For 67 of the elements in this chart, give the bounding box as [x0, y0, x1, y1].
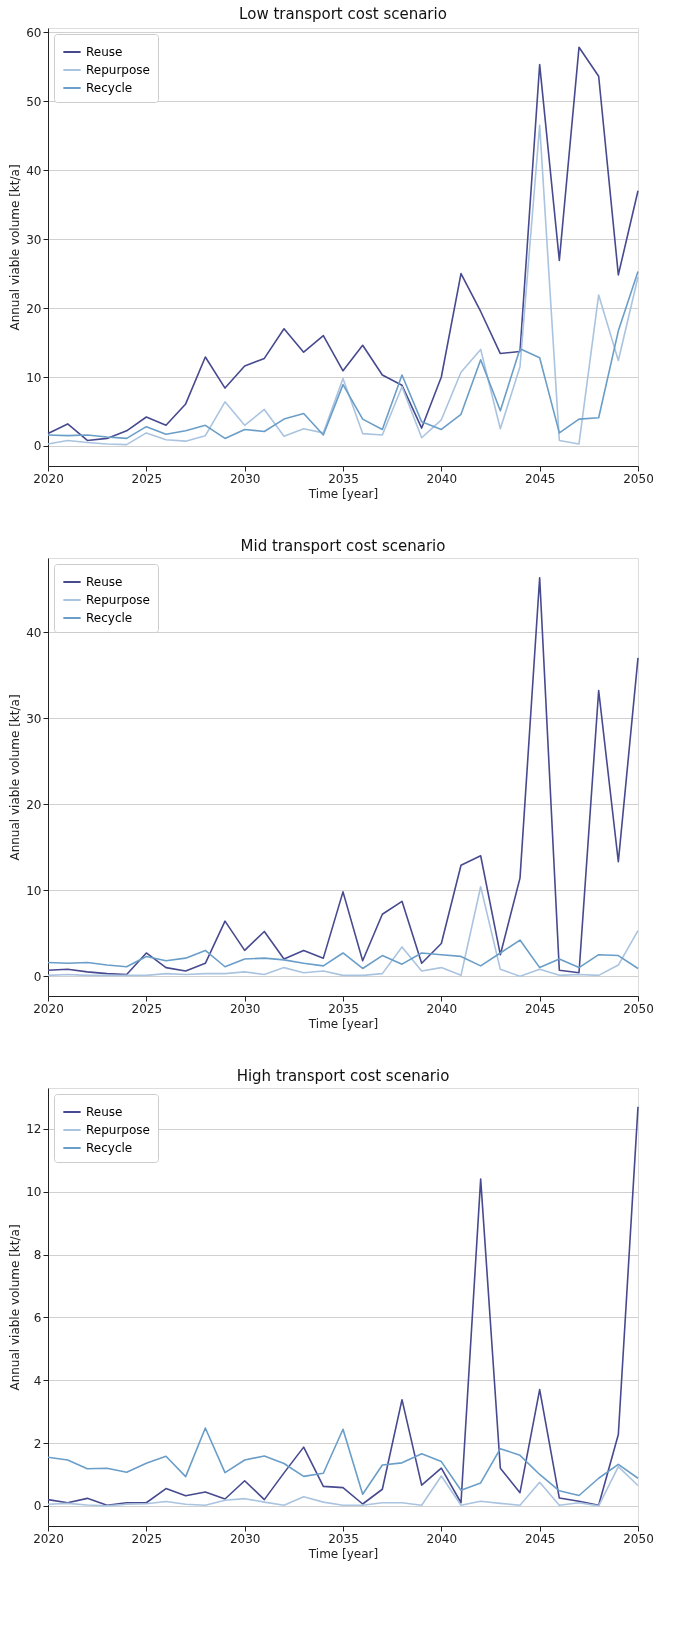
x-tick-label: 2040 [426, 1531, 458, 1546]
line-series [47, 576, 639, 976]
y-tick-label: 6 [33, 1310, 42, 1325]
y-tick-label: 0 [33, 439, 42, 454]
line-series [47, 1106, 639, 1507]
x-axis-title: Time [year] [307, 1016, 379, 1031]
y-tick-label: 0 [33, 969, 42, 984]
y-tick-label: 40 [26, 163, 42, 178]
x-axis-title: Time [year] [307, 1546, 379, 1561]
line-series [47, 46, 639, 442]
x-tick-label: 2025 [131, 471, 163, 486]
y-tick-label: 60 [26, 25, 42, 40]
x-tick-label: 2030 [229, 471, 261, 486]
legend-label: Reuse [86, 575, 123, 589]
y-tick-label: 0 [33, 1499, 42, 1514]
x-tick-label: 2050 [623, 471, 654, 486]
x-axis-title: Time [year] [307, 486, 379, 501]
x-tick-label: 2045 [524, 1531, 556, 1546]
y-tick-label: 30 [26, 711, 42, 726]
y-tick-label: 20 [26, 797, 42, 812]
line-series [47, 124, 639, 446]
legend-label: Repurpose [86, 593, 150, 607]
legend-label: Recycle [86, 611, 133, 625]
x-tick-label: 2020 [33, 1531, 64, 1546]
x-tick-label: 2030 [229, 1001, 261, 1016]
line-series [47, 1427, 639, 1497]
legend-label: Repurpose [86, 1123, 150, 1137]
y-axis-title: Annual viable volume [kt/a] [8, 694, 23, 861]
x-tick-label: 2025 [131, 1531, 163, 1546]
y-tick-label: 30 [26, 232, 42, 247]
legend-label: Recycle [86, 1141, 133, 1155]
y-axis-title: Annual viable volume [kt/a] [8, 1224, 23, 1391]
y-tick-label: 12 [26, 1122, 42, 1137]
x-tick-label: 2030 [229, 1531, 261, 1546]
x-tick-label: 2045 [524, 471, 556, 486]
x-tick-label: 2040 [426, 1001, 458, 1016]
legend-label: Recycle [86, 81, 133, 95]
y-tick-label: 40 [26, 625, 42, 640]
y-tick-label: 8 [33, 1248, 42, 1263]
y-tick-label: 10 [26, 1185, 42, 1200]
x-tick-label: 2035 [328, 1001, 359, 1016]
x-tick-label: 2040 [426, 471, 458, 486]
chart-title: High transport cost scenario [236, 1067, 450, 1085]
y-tick-label: 10 [26, 883, 42, 898]
chart-title: Low transport cost scenario [239, 5, 447, 24]
y-tick-label: 20 [26, 301, 42, 316]
y-tick-label: 50 [26, 94, 42, 109]
x-tick-label: 2050 [623, 1531, 654, 1546]
x-tick-label: 2050 [623, 1001, 654, 1016]
x-tick-label: 2025 [131, 1001, 163, 1016]
legend-label: Reuse [86, 45, 123, 59]
line-series [47, 270, 639, 440]
x-tick-label: 2020 [33, 1001, 64, 1016]
legend-label: Repurpose [86, 63, 150, 77]
chart-title: Mid transport cost scenario [240, 537, 446, 555]
x-tick-label: 2035 [328, 471, 359, 486]
legend-label: Reuse [86, 1105, 123, 1119]
y-axis-title: Annual viable volume [kt/a] [8, 164, 23, 331]
y-tick-label: 4 [33, 1373, 42, 1388]
y-tick-label: 2 [33, 1436, 42, 1451]
line-series [47, 885, 639, 978]
x-tick-label: 2020 [33, 471, 64, 486]
line-series [47, 939, 639, 970]
x-tick-label: 2045 [524, 1001, 556, 1016]
y-tick-label: 10 [26, 370, 42, 385]
x-tick-label: 2035 [328, 1531, 359, 1546]
line-series [47, 1465, 639, 1507]
